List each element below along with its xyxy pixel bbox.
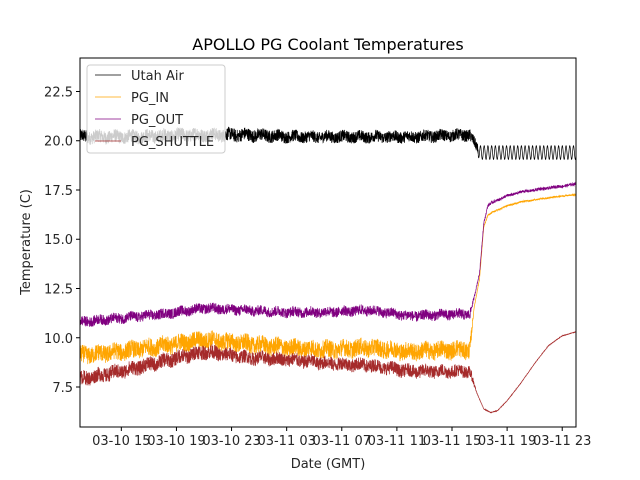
series-pg-in bbox=[80, 193, 576, 365]
y-tick-label: 15.0 bbox=[44, 233, 73, 248]
legend-label: Utah Air bbox=[131, 69, 184, 84]
y-tick-label: 22.5 bbox=[44, 85, 73, 100]
y-tick-label: 7.5 bbox=[52, 381, 73, 396]
x-tick-label: 03-11 19 bbox=[478, 434, 536, 449]
legend-label: PG_SHUTTLE bbox=[131, 135, 214, 150]
x-tick-label: 03-11 23 bbox=[533, 434, 591, 449]
series-line bbox=[80, 193, 576, 365]
y-tick-label: 12.5 bbox=[44, 283, 73, 298]
x-axis-label: Date (GMT) bbox=[291, 457, 366, 472]
y-tick-label: 17.5 bbox=[44, 184, 73, 199]
legend-box bbox=[86, 64, 226, 154]
y-axis-label: Temperature (C) bbox=[19, 189, 34, 296]
x-tick-label: 03-11 15 bbox=[423, 434, 481, 449]
x-tick-label: 03-11 07 bbox=[313, 434, 371, 449]
y-tick-label: 20.0 bbox=[44, 135, 73, 150]
axes-frame bbox=[79, 57, 577, 428]
legend-label: PG_OUT bbox=[131, 113, 183, 128]
legend: Utah Air PG_IN PG_OUT PG_SHUTTLE bbox=[86, 64, 226, 154]
x-tick-label: 03-10 15 bbox=[92, 434, 150, 449]
x-tick-label: 03-11 11 bbox=[368, 434, 426, 449]
y-axis: 7.5 10.0 12.5 15.0 17.5 20.0 22.5 bbox=[44, 85, 80, 396]
x-tick-label: 03-10 23 bbox=[202, 434, 260, 449]
legend-label: PG_IN bbox=[131, 91, 169, 106]
y-tick-label: 10.0 bbox=[44, 332, 73, 347]
series-line bbox=[80, 331, 576, 414]
x-tick-label: 03-10 19 bbox=[147, 434, 205, 449]
series-line bbox=[80, 181, 576, 327]
chart-title: APOLLO PG Coolant Temperatures bbox=[192, 35, 463, 54]
x-tick-label: 03-11 03 bbox=[257, 434, 315, 449]
series-pg-shuttle bbox=[80, 331, 576, 414]
series-pg-out bbox=[80, 181, 576, 327]
